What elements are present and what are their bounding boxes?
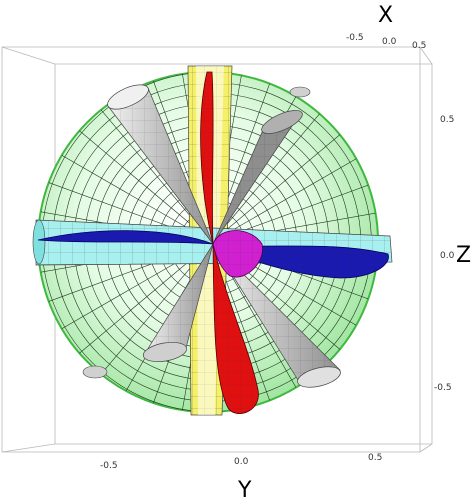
- sphere-bump-top: [289, 86, 311, 98]
- z-axis-title: Z: [456, 243, 471, 268]
- blue-sheet: [37, 230, 389, 279]
- sphere-bump-bottom: [82, 365, 108, 379]
- z-tick-label: 0.5: [440, 115, 454, 125]
- cone-lower-right: [212, 243, 341, 388]
- magenta-lobe: [212, 230, 263, 278]
- cone-upper-right: [212, 110, 303, 245]
- cone-lower-left: [142, 243, 214, 363]
- red-sheet: [200, 71, 259, 414]
- y-axis-title: Y: [237, 478, 252, 503]
- cone-upper-left: [107, 84, 214, 245]
- x-axis-title: X: [378, 3, 393, 28]
- sphere-meridian: [211, 127, 349, 243]
- z-tick-label: -0.5: [434, 383, 452, 393]
- x-tick-label: 0.5: [412, 41, 426, 51]
- y-tick-label: 0.0: [234, 457, 249, 467]
- sphere-meridian: [211, 152, 367, 243]
- y-tick-label: -0.5: [100, 461, 118, 471]
- z-tick-label: 0.0: [440, 251, 455, 261]
- sphere-meridian: [211, 105, 327, 243]
- x-tick-label: 0.0: [382, 37, 397, 47]
- x-tick-label: -0.5: [346, 33, 364, 43]
- y-tick-label: 0.5: [368, 453, 382, 463]
